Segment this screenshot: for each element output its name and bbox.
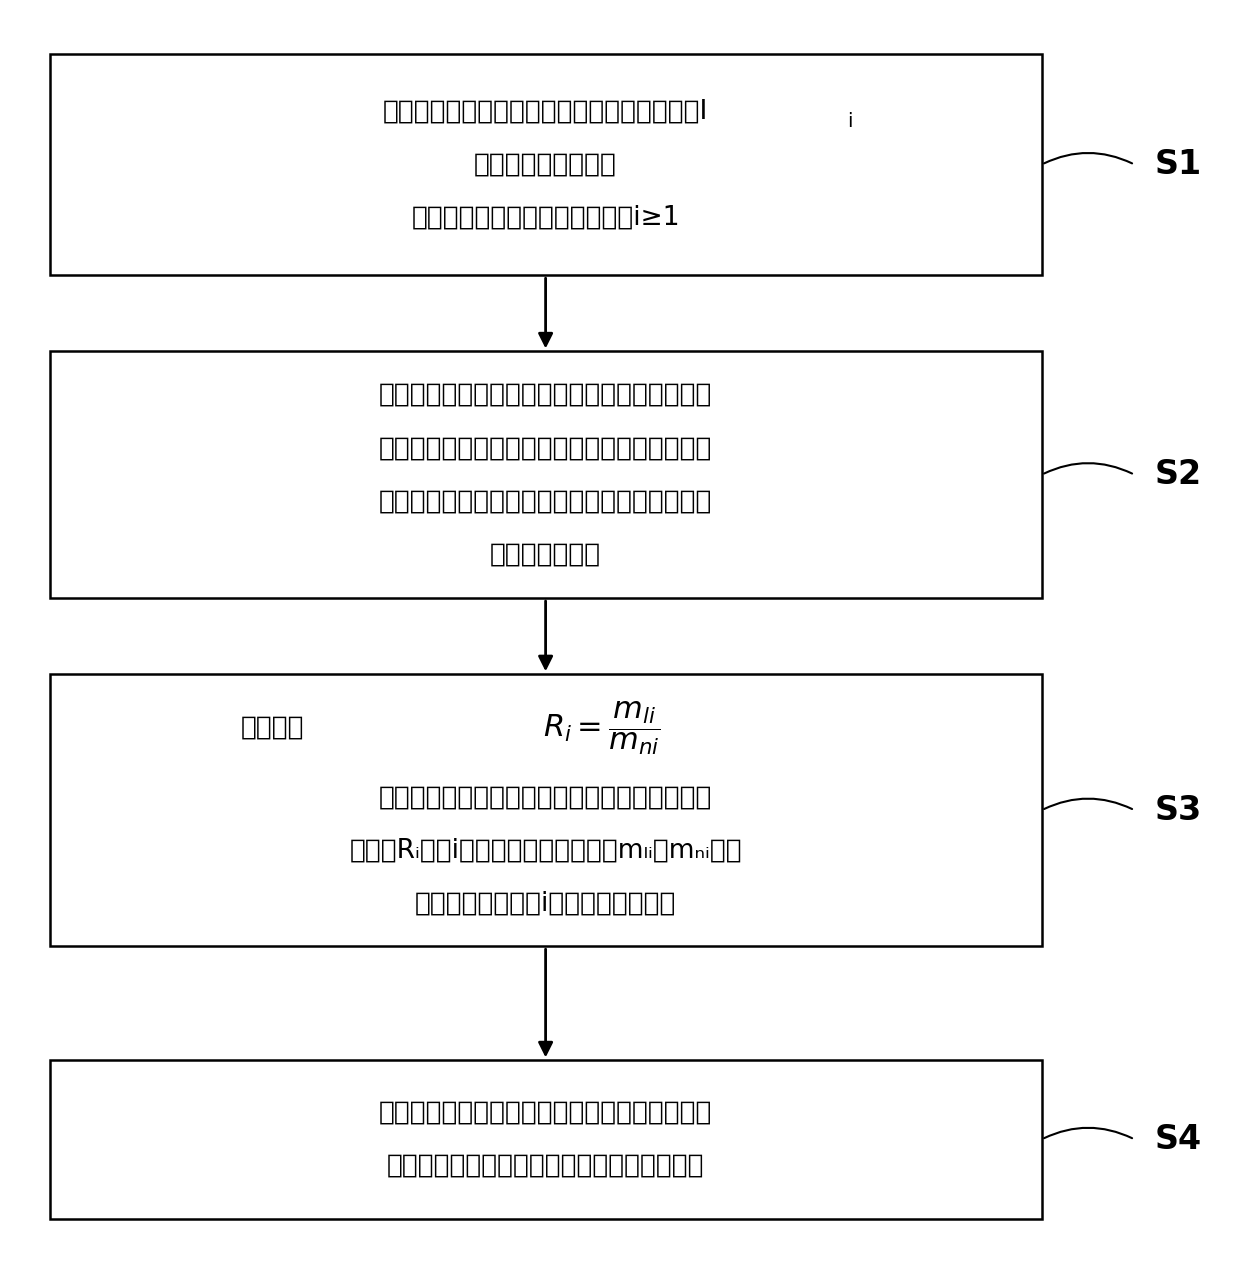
Bar <box>50 352 1042 599</box>
Text: i: i <box>847 111 852 132</box>
Bar <box>50 1061 1042 1218</box>
Text: 为火线、零线上第i个测点的磁场强度: 为火线、零线上第i个测点的磁场强度 <box>415 891 676 917</box>
Text: ，并判断每一供电支: ，并判断每一供电支 <box>474 152 618 177</box>
Text: 过磁场强度变化率确定电极板接头脱落的位置: 过磁场强度变化率确定电极板接头脱落的位置 <box>387 1153 704 1179</box>
Text: S1: S1 <box>1154 148 1202 181</box>
Text: S3: S3 <box>1154 794 1202 827</box>
Text: 测点的磁场强度: 测点的磁场强度 <box>490 542 601 567</box>
Text: 测点，采用电磁场测试仪测量每一火线、零线上: 测点，采用电磁场测试仪测量每一火线、零线上 <box>379 489 712 514</box>
Text: 其中：Rᵢ为第i个测点的磁场强度比，mₗᵢ、mₙᵢ分别: 其中：Rᵢ为第i个测点的磁场强度比，mₗᵢ、mₙᵢ分别 <box>350 838 742 863</box>
Text: 测量电热混凝土路面每一供电支线的电流强度I: 测量电热混凝土路面每一供电支线的电流强度I <box>383 99 708 124</box>
Text: 通过公式: 通过公式 <box>241 715 305 741</box>
Text: S4: S4 <box>1154 1123 1202 1156</box>
Text: 计算火线、零线对应的每一测点的磁场强度比，: 计算火线、零线对应的每一测点的磁场强度比， <box>379 785 712 810</box>
Text: 障线路的火线、零线上根据预设距离取等间距的: 障线路的火线、零线上根据预设距离取等间距的 <box>379 436 712 461</box>
Text: 线是否为疑似故障线路，其中：i≥1: 线是否为疑似故障线路，其中：i≥1 <box>412 205 680 230</box>
Text: S2: S2 <box>1154 458 1202 491</box>
Bar <box>50 53 1042 276</box>
Text: $R_i = \dfrac{m_{li}}{m_{ni}}$: $R_i = \dfrac{m_{li}}{m_{ni}}$ <box>543 699 660 757</box>
Text: 将每一疑似故障线路通电，并分别在每一疑似故: 将每一疑似故障线路通电，并分别在每一疑似故 <box>379 382 712 408</box>
Text: 通过每一磁场强度比计算磁场强度变化率，并通: 通过每一磁场强度比计算磁场强度变化率，并通 <box>379 1100 712 1125</box>
Bar <box>50 674 1042 947</box>
